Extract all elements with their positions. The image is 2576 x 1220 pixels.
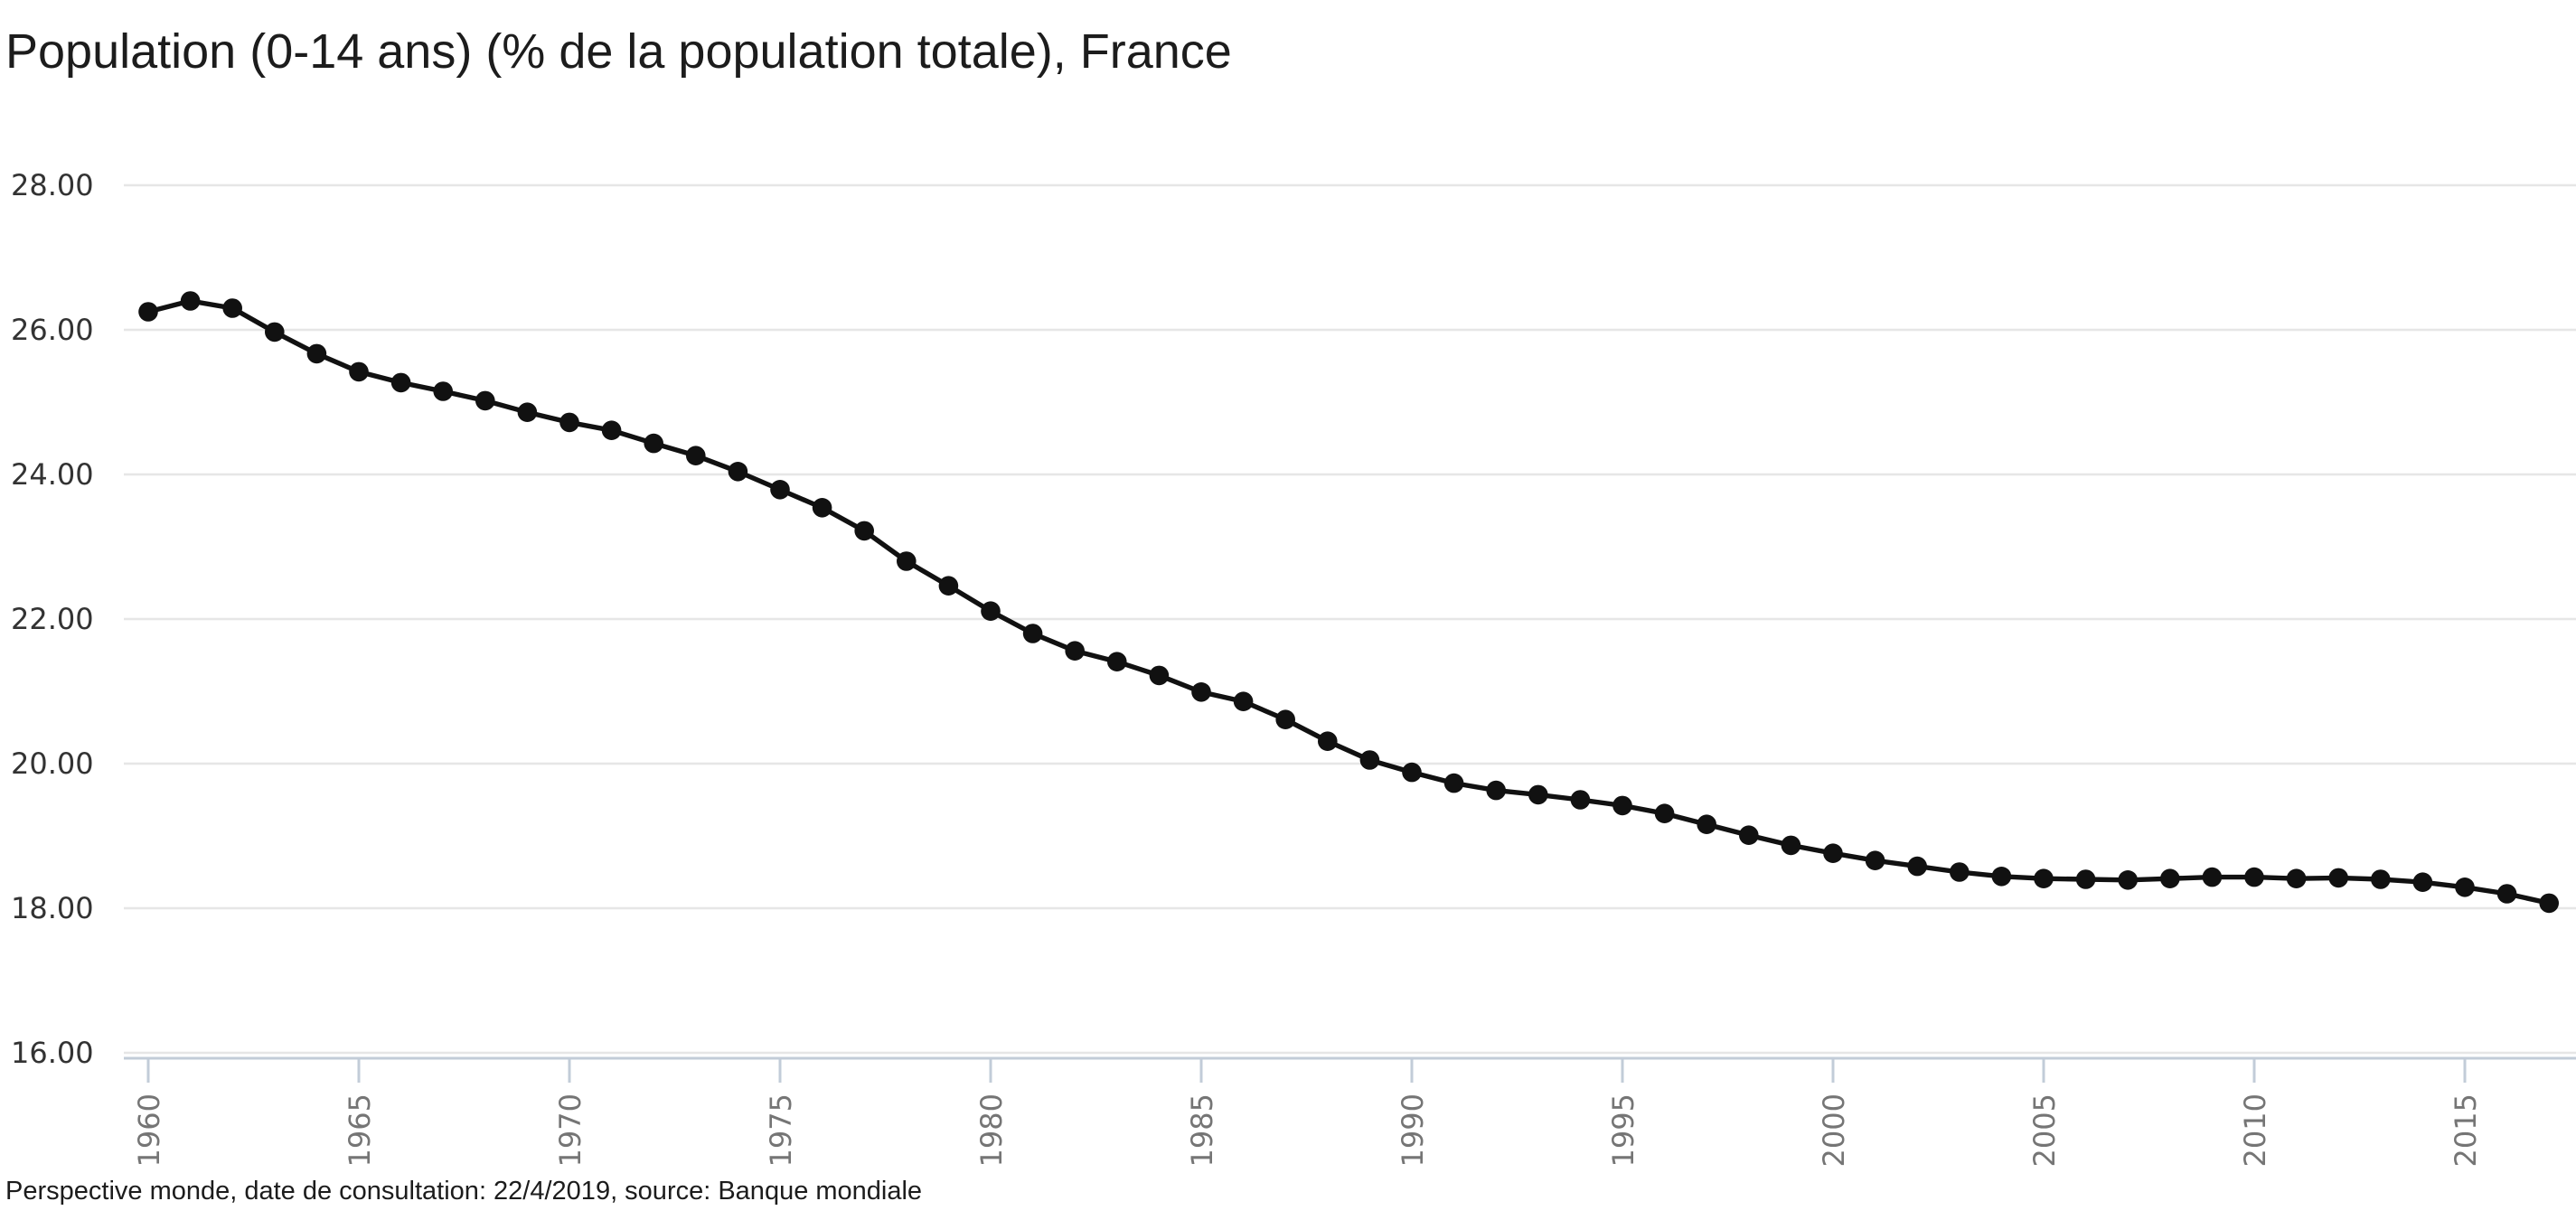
data-point[interactable] [601,420,622,441]
data-point[interactable] [1022,624,1043,643]
chart-title: Population (0-14 ans) (% de la populatio… [5,24,1232,79]
data-point[interactable] [1739,825,1759,845]
data-point[interactable] [854,521,874,541]
x-axis-tick-label: 1970 [553,1093,588,1167]
y-axis-tick-label: 18.00 [11,891,94,925]
data-point[interactable] [1612,795,1632,816]
data-point[interactable] [1149,665,1170,686]
data-point[interactable] [2075,869,2096,889]
x-axis-tick-label: 1960 [132,1093,166,1167]
data-point[interactable] [2328,868,2348,888]
data-point[interactable] [2412,872,2433,892]
x-axis-tick-label: 1980 [974,1093,1009,1167]
data-point[interactable] [180,291,201,311]
data-point[interactable] [390,372,411,393]
data-point[interactable] [2286,868,2307,888]
data-point[interactable] [1275,709,1295,729]
data-point[interactable] [728,462,748,482]
x-axis-tick-label: 2010 [2238,1093,2272,1167]
data-point[interactable] [938,576,959,596]
x-axis-tick-label: 1990 [1396,1093,1430,1167]
data-point[interactable] [1654,803,1675,823]
data-point[interactable] [1486,780,1506,801]
data-point[interactable] [1443,773,1464,793]
data-point[interactable] [981,601,1001,621]
data-point[interactable] [1907,856,1927,877]
data-point[interactable] [349,361,369,382]
data-point[interactable] [559,412,579,433]
y-axis-tick-label: 22.00 [11,602,94,636]
x-axis-tick-label: 2015 [2449,1093,2483,1167]
y-axis-tick-label: 24.00 [11,457,94,492]
data-point[interactable] [1191,682,1211,702]
x-axis-tick-label: 1995 [1606,1093,1641,1167]
data-point[interactable] [812,498,832,518]
data-point[interactable] [2244,867,2264,887]
data-point[interactable] [1065,641,1085,661]
x-axis-tick-label: 1965 [343,1093,377,1167]
data-point[interactable] [1528,784,1548,805]
data-point[interactable] [686,446,706,465]
x-axis-tick-label: 1975 [764,1093,798,1167]
data-point[interactable] [265,322,285,343]
data-point[interactable] [2455,877,2475,897]
data-point[interactable] [770,480,790,500]
data-point[interactable] [2160,868,2180,888]
data-point[interactable] [1950,862,1970,882]
x-axis-tick-label: 1985 [1185,1093,1219,1167]
x-axis-tick-label: 2005 [2027,1093,2062,1167]
data-point[interactable] [1359,750,1380,770]
series-line [146,298,2552,906]
x-axis-tick-label: 2000 [1817,1093,1851,1167]
y-axis-tick-label: 16.00 [11,1036,94,1070]
data-point[interactable] [2539,893,2559,914]
data-point[interactable] [644,433,663,454]
data-point[interactable] [475,390,495,411]
source-note: Perspective monde, date de consultation:… [5,1177,923,1206]
data-point[interactable] [1781,835,1801,856]
data-point[interactable] [222,298,242,318]
data-point[interactable] [1697,814,1716,834]
data-point[interactable] [138,302,158,322]
data-point[interactable] [1318,731,1338,751]
data-point[interactable] [2371,869,2391,889]
data-point[interactable] [1823,843,1843,863]
data-point[interactable] [306,343,327,364]
y-axis-tick-label: 28.00 [11,168,94,202]
data-point[interactable] [1570,790,1591,810]
y-axis-tick-label: 20.00 [11,746,94,781]
data-point[interactable] [1107,652,1127,671]
data-point[interactable] [2118,870,2138,890]
data-point[interactable] [2202,867,2223,887]
y-axis-tick-label: 26.00 [11,313,94,347]
data-point[interactable] [433,381,454,401]
data-point[interactable] [2034,868,2054,888]
data-point[interactable] [517,402,538,423]
data-point[interactable] [1233,691,1254,711]
data-point[interactable] [1402,762,1422,783]
data-point[interactable] [2496,884,2517,904]
data-point[interactable] [1991,867,2012,887]
data-point[interactable] [1865,850,1885,870]
data-point[interactable] [897,551,917,571]
